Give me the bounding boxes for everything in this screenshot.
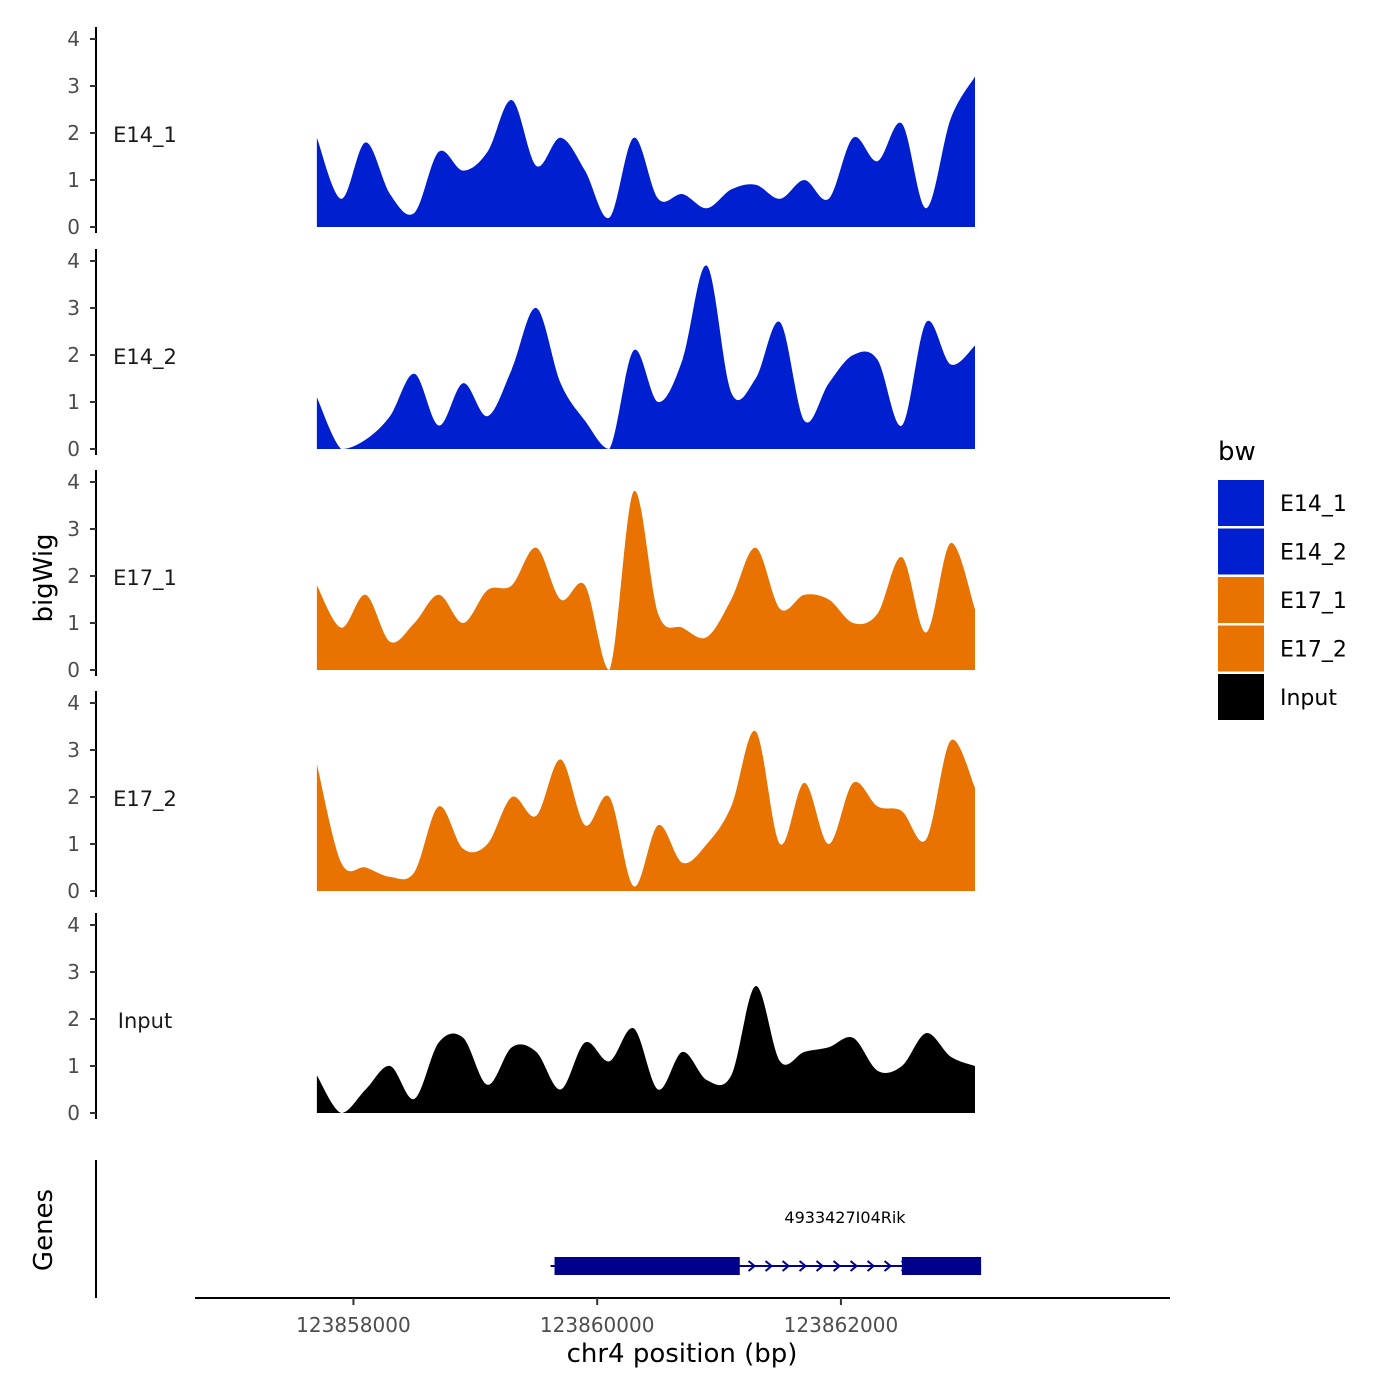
x-tick-label: 123862000	[784, 1313, 899, 1337]
track-e14-1: 0 1 2 3 4 E14_1	[67, 27, 975, 239]
strand-arrow	[866, 1260, 876, 1272]
y-tick-label: 0	[67, 437, 80, 461]
y-tick-label: 4	[67, 913, 80, 937]
y-tick-label: 4	[67, 691, 80, 715]
strand-arrow	[798, 1260, 808, 1272]
signal-area-e14-1	[316, 76, 975, 227]
gene-model: 4933427I04Rik	[550, 1208, 982, 1275]
legend-label: Input	[1280, 686, 1337, 711]
y-tick-label: 0	[67, 215, 80, 239]
legend-title: bw	[1218, 437, 1256, 467]
track-label: E14_1	[113, 123, 177, 148]
y-tick-label: 3	[67, 517, 80, 541]
y-tick-label: 4	[67, 27, 80, 51]
legend: bw E14_1 E14_2 E17_1 E17_2 Input	[1218, 437, 1347, 720]
y-tick-label: 2	[67, 564, 80, 588]
y-axis-title: bigWig	[29, 533, 59, 622]
y-tick-label: 3	[67, 738, 80, 762]
signal-area-e14-2	[316, 265, 975, 449]
strand-arrow	[849, 1260, 859, 1272]
y-tick-label: 1	[67, 390, 80, 414]
gene-exon	[554, 1257, 740, 1275]
strand-arrow	[781, 1260, 791, 1272]
y-tick-label: 0	[67, 658, 80, 682]
y-tick-label: 1	[67, 611, 80, 635]
legend-label: E14_1	[1280, 492, 1347, 517]
track-e14-2: 0 1 2 3 4 E14_2	[67, 249, 975, 461]
strand-arrow	[747, 1260, 757, 1272]
strand-arrow	[883, 1260, 893, 1272]
strand-arrow	[832, 1260, 842, 1272]
legend-swatch	[1218, 577, 1264, 623]
track-label: E17_1	[113, 566, 177, 591]
legend-label: E17_1	[1280, 589, 1347, 614]
track-e17-1: 0 1 2 3 4 E17_1	[67, 470, 975, 682]
y-tick-label: 3	[67, 74, 80, 98]
strand-arrow	[764, 1260, 774, 1272]
y-tick-label: 1	[67, 168, 80, 192]
y-tick-label: 2	[67, 785, 80, 809]
signal-tracks: 0 1 2 3 4 E14_1 0 1 2 3 4 E14_2 0 1 2 3 4 E17_1 0 1 2 3 4 E17_2…	[67, 27, 975, 1125]
legend-swatch	[1218, 674, 1264, 720]
genes-axis-title: Genes	[29, 1189, 59, 1271]
y-tick-label: 2	[67, 121, 80, 145]
legend-label: E14_2	[1280, 541, 1347, 566]
track-input: 0 1 2 3 4 Input	[67, 913, 975, 1125]
y-tick-label: 2	[67, 1007, 80, 1031]
track-label: E17_2	[113, 787, 177, 812]
genes-panel: Genes 4933427I04Rik	[29, 1160, 982, 1298]
y-tick-label: 0	[67, 879, 80, 903]
y-tick-label: 3	[67, 960, 80, 984]
signal-area-e17-1	[316, 490, 975, 670]
y-tick-label: 1	[67, 1054, 80, 1078]
legend-swatch	[1218, 480, 1264, 526]
legend-label: E17_2	[1280, 638, 1347, 663]
x-axis: 123858000 123860000 123862000	[195, 1297, 1170, 1337]
y-tick-label: 3	[67, 296, 80, 320]
signal-area-e17-2	[316, 730, 975, 891]
y-tick-label: 4	[67, 470, 80, 494]
legend-swatch	[1218, 625, 1264, 672]
gene-exon	[901, 1257, 982, 1275]
track-e17-2: 0 1 2 3 4 E17_2	[67, 691, 975, 903]
x-tick-label: 123860000	[540, 1313, 655, 1337]
y-tick-label: 0	[67, 1101, 80, 1125]
x-tick-label: 123858000	[296, 1313, 411, 1337]
y-tick-label: 2	[67, 343, 80, 367]
y-tick-label: 4	[67, 249, 80, 273]
track-label: E14_2	[113, 345, 177, 370]
gene-name-label: 4933427I04Rik	[784, 1208, 906, 1227]
y-tick-label: 1	[67, 832, 80, 856]
legend-swatch	[1218, 528, 1264, 575]
strand-arrow	[815, 1260, 825, 1272]
signal-area-input	[316, 986, 975, 1113]
track-label: Input	[118, 1009, 172, 1033]
x-axis-title: chr4 position (bp)	[567, 1339, 798, 1369]
